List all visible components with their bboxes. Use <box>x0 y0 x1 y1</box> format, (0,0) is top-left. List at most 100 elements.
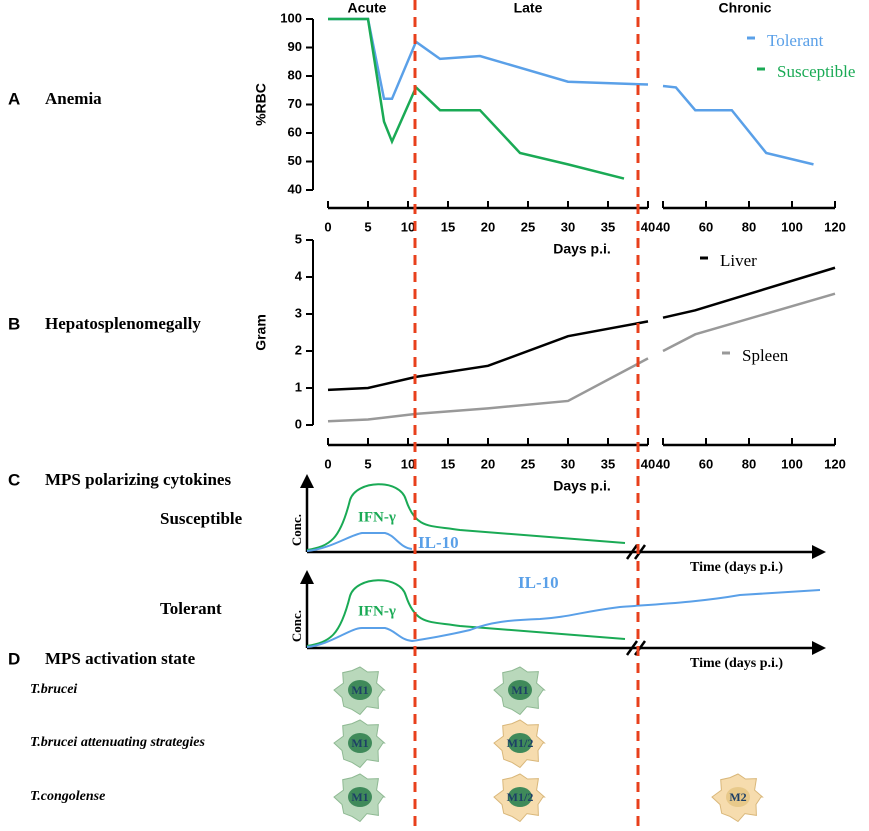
x-tick-label: 20 <box>481 456 495 471</box>
curve-label: IFN-γ <box>358 509 396 525</box>
row-label: T.congolense <box>30 789 105 804</box>
panel-title: Anemia <box>45 89 102 108</box>
legend-label: Spleen <box>742 346 789 365</box>
cells: M1 M1 M1 M1/2 M1 M1/2 M2 <box>333 666 764 823</box>
x-tick-label: 100 <box>781 456 803 471</box>
x-tick-label: 0 <box>324 456 331 471</box>
series-line <box>328 17 649 101</box>
cytokine-rows: Susceptible Tolerant <box>160 509 243 618</box>
axis <box>305 581 815 650</box>
legend-label: Susceptible <box>777 62 855 81</box>
x-tick-label: 60 <box>699 456 713 471</box>
y-tick-label: 60 <box>288 124 302 139</box>
x-tick-label: 20 <box>481 219 495 234</box>
x-tick-label: 40 <box>641 456 655 471</box>
row-label: T.brucei <box>30 682 77 697</box>
y-tick-label: 3 <box>295 305 302 320</box>
nucleus <box>508 787 532 807</box>
x-tick-label: 120 <box>824 219 846 234</box>
phases: Acute Late Chronic <box>348 0 772 16</box>
x-tick-label: 40 <box>656 219 670 234</box>
cell-label: M1/2 <box>507 790 534 804</box>
il10-curve <box>306 589 821 648</box>
phase-label: Late <box>514 0 543 16</box>
axis-label: Time (days p.i.) <box>690 656 783 671</box>
y-tick-label: 1 <box>295 379 302 394</box>
x-tick-label: 35 <box>601 456 615 471</box>
x-tick-label: 40 <box>641 219 655 234</box>
y-tick-label: 4 <box>295 268 303 283</box>
x-axis-label: Days p.i. <box>553 241 611 257</box>
cell-label: M1/2 <box>507 736 534 750</box>
y-tick-label: 0 <box>295 416 302 431</box>
cell-label: M2 <box>729 790 746 804</box>
x-tick-label: 120 <box>824 456 846 471</box>
il10-curve <box>306 532 413 552</box>
legend-label: Liver <box>720 251 757 270</box>
series-line <box>327 357 649 423</box>
phase-label: Acute <box>348 0 387 16</box>
curve-label: IL-10 <box>418 533 459 552</box>
panel-letter: D <box>8 649 20 668</box>
series-line <box>662 84 814 166</box>
panel-letter: C <box>8 470 20 489</box>
x-tick-label: 40 <box>656 456 670 471</box>
panel-labels: A Anemia B Hepatosplenomegally C MPS pol… <box>8 89 231 669</box>
panel-letter: A <box>8 89 20 108</box>
nucleus <box>508 680 532 700</box>
legend-label: Tolerant <box>767 31 824 50</box>
panel-title: MPS activation state <box>45 649 196 668</box>
y-axis-label: %RBC <box>253 83 269 126</box>
x-tick-label: 5 <box>364 456 371 471</box>
y-axis-label: Gram <box>253 314 269 351</box>
cell-label: M1 <box>511 683 528 697</box>
y-tick-label: 90 <box>288 39 302 54</box>
x-tick-label: 30 <box>561 219 575 234</box>
x-tick-label: 10 <box>401 456 415 471</box>
y-tick-label: 80 <box>288 67 302 82</box>
panel-title: MPS polarizing cytokines <box>45 470 231 489</box>
nucleus <box>726 787 750 807</box>
x-tick-label: 25 <box>521 456 535 471</box>
y-tick-label: 40 <box>288 181 302 196</box>
row-label: Tolerant <box>160 599 222 618</box>
phase-label: Chronic <box>719 0 772 16</box>
axis <box>305 485 815 554</box>
cytokine-axes <box>305 485 815 656</box>
x-tick-label: 5 <box>364 219 371 234</box>
nucleus <box>348 787 372 807</box>
x-tick-label: 25 <box>521 219 535 234</box>
y-tick-label: 50 <box>288 153 302 168</box>
axis-break <box>625 544 647 656</box>
x-tick-label: 15 <box>441 456 455 471</box>
panel-letter: B <box>8 314 20 333</box>
ifn-curve <box>306 579 626 647</box>
x-tick-label: 80 <box>742 219 756 234</box>
nucleus <box>348 733 372 753</box>
y-tick-label: 100 <box>280 10 302 25</box>
cell-label: M1 <box>351 736 368 750</box>
axis-label: Conc. <box>289 514 304 546</box>
curve-label: IL-10 <box>518 573 559 592</box>
nucleus <box>348 680 372 700</box>
y-tick-label: 2 <box>295 342 302 357</box>
x-tick-label: 0 <box>324 219 331 234</box>
curve-label: IFN-γ <box>358 603 396 619</box>
row-label: T.brucei attenuating strategies <box>30 735 205 750</box>
cell-label: M1 <box>351 683 368 697</box>
axis-label: Time (days p.i.) <box>690 560 783 575</box>
cell-label: M1 <box>351 790 368 804</box>
ifn-curve <box>306 483 626 551</box>
y-tick-label: 5 <box>295 231 302 246</box>
x-tick-label: 15 <box>441 219 455 234</box>
x-tick-label: 30 <box>561 456 575 471</box>
row-label: Susceptible <box>160 509 243 528</box>
series-line <box>327 320 649 392</box>
series-line <box>662 292 836 353</box>
cytokine-text: Conc. Conc. Time (days p.i.) Time (days … <box>289 509 783 671</box>
activation-rows: T.brucei T.brucei attenuating strategies… <box>30 682 205 804</box>
panel-title: Hepatosplenomegally <box>45 314 201 333</box>
x-axis-label: Days p.i. <box>553 478 611 494</box>
x-tick-label: 100 <box>781 219 803 234</box>
